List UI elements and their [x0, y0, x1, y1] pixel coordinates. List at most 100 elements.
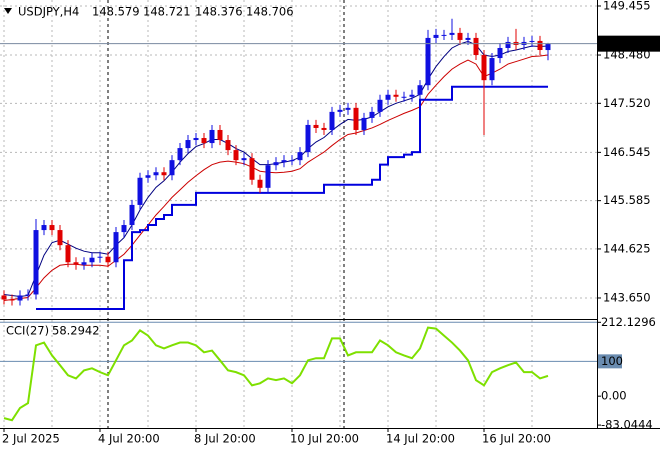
- candle-body: [177, 148, 183, 161]
- candle-body: [265, 165, 271, 188]
- candle-body: [481, 55, 487, 81]
- candle-body: [361, 117, 367, 130]
- moving-average: [3, 54, 549, 301]
- y-tick-label: 100: [601, 354, 623, 368]
- candle-body: [49, 225, 55, 231]
- x-tick-label: 4 Jul 20:00: [98, 432, 160, 446]
- candle-body: [249, 158, 255, 180]
- x-tick-label: 8 Jul 20:00: [194, 432, 256, 446]
- candle-body: [401, 96, 407, 98]
- candle-body: [369, 111, 375, 118]
- y-tick-label: 143.650: [603, 290, 651, 304]
- candle-body: [217, 129, 223, 141]
- y-tick-label: 144.625: [603, 241, 651, 255]
- candle-body: [113, 232, 119, 263]
- candle-body: [505, 41, 511, 48]
- candle-body: [9, 299, 15, 301]
- candle-body: [497, 47, 503, 59]
- candle-body: [313, 124, 319, 128]
- y-tick-label: 145.585: [603, 193, 651, 207]
- y-tick-label: 147.520: [603, 96, 651, 110]
- candle-body: [153, 172, 159, 176]
- candle-body: [241, 158, 247, 161]
- y-tick-label: 0.00: [601, 389, 627, 403]
- y-tick-label: 149.455: [603, 0, 651, 12]
- step-line: [36, 85, 548, 311]
- candle-body: [329, 111, 335, 130]
- x-tick-label: 10 Jul 20:00: [290, 432, 359, 446]
- candle-body: [281, 160, 287, 163]
- symbol: USDJPY,H4: [18, 5, 79, 19]
- current-price-label: 148.706: [603, 36, 651, 50]
- current-price-tag: [598, 35, 660, 52]
- candle-body: [297, 152, 303, 161]
- marks: [0, 18, 597, 422]
- candle-body: [393, 94, 399, 97]
- candle-body: [57, 230, 63, 246]
- candle-body: [145, 175, 151, 178]
- indicator-value: 58.2942: [52, 324, 100, 338]
- candle-body: [73, 262, 79, 265]
- candle-body: [233, 150, 239, 161]
- candle-body: [417, 85, 423, 95]
- candle-body: [185, 140, 191, 149]
- candle-body: [25, 294, 31, 296]
- indicator-name: CCI(27): [6, 324, 49, 338]
- x-tick-label: 16 Jul 20:00: [482, 432, 551, 446]
- x-tick-label: 14 Jul 20:00: [386, 432, 455, 446]
- candle-body: [441, 34, 447, 36]
- candle-body: [305, 124, 311, 153]
- candle-body: [273, 162, 279, 166]
- y-tick-label: -83.0444: [601, 418, 653, 432]
- candle-body: [457, 32, 463, 40]
- candle-body: [41, 225, 47, 231]
- ohlc-open: 148.579: [92, 5, 140, 19]
- candle-body: [425, 37, 431, 86]
- grid: [0, 0, 597, 428]
- candle-body: [89, 257, 95, 263]
- candle-body: [1, 295, 7, 300]
- candle-body: [161, 172, 167, 176]
- candle-body: [289, 160, 295, 162]
- candle-body: [129, 204, 135, 226]
- candle-body: [209, 129, 215, 144]
- ohlc-low: 148.376: [195, 5, 243, 19]
- candle-body: [169, 160, 175, 176]
- candle-body: [345, 107, 351, 110]
- candle-body: [465, 37, 471, 40]
- candle-body: [201, 138, 207, 144]
- candle-body: [337, 109, 343, 112]
- candle-body: [321, 127, 327, 130]
- candle-body: [105, 256, 111, 263]
- candle-body: [121, 225, 127, 233]
- candle-body: [545, 43, 551, 51]
- y-tick-label: 146.545: [603, 145, 651, 159]
- candle-body: [529, 40, 535, 42]
- candle-body: [449, 32, 455, 35]
- candle-body: [17, 295, 23, 301]
- candle-body: [473, 37, 479, 56]
- candle-body: [137, 177, 143, 205]
- x-tick-label: 2 Jul 2025: [2, 432, 60, 446]
- menu-arrow: [4, 8, 12, 14]
- candle-body: [65, 245, 71, 263]
- candle-body: [81, 262, 87, 265]
- level-tag: [598, 354, 622, 369]
- candle-body: [433, 34, 439, 38]
- ohlc-high: 148.721: [143, 5, 191, 19]
- candle-body: [33, 230, 39, 295]
- candle-body: [489, 58, 495, 81]
- candle-body: [377, 99, 383, 112]
- candle-body: [537, 40, 543, 50]
- y-tick-label: 212.1296: [601, 315, 656, 329]
- candle-body: [257, 179, 263, 188]
- candle-body: [97, 256, 103, 258]
- candle-body: [193, 138, 199, 141]
- indicator-line: [3, 326, 549, 422]
- candle-body: [225, 140, 231, 151]
- candle-body: [353, 107, 359, 130]
- candle-body: [409, 94, 415, 97]
- candle-body: [385, 94, 391, 100]
- ohlc-close: 148.706: [246, 5, 294, 19]
